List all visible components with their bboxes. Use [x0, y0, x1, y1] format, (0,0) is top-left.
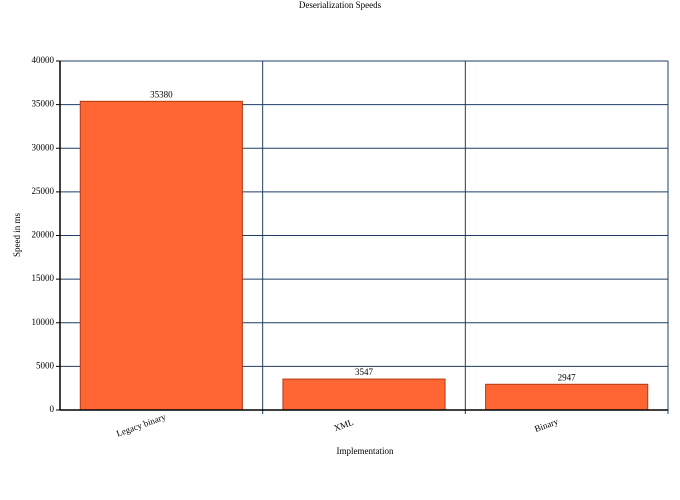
x-tick-label: XML [333, 417, 355, 433]
y-tick-label: 15000 [32, 273, 55, 283]
y-tick-label: 0 [50, 404, 55, 414]
y-tick-label: 10000 [32, 317, 55, 327]
value-label: 3547 [355, 367, 374, 377]
value-label: 2947 [558, 372, 577, 382]
y-tick-label: 30000 [32, 142, 55, 152]
x-tick-label: Binary [533, 416, 560, 434]
value-label: 35380 [150, 89, 173, 99]
y-tick-label: 40000 [32, 55, 55, 65]
y-tick-label: 25000 [32, 186, 55, 196]
bar [282, 378, 446, 411]
y-axis-label: Speed in ms [12, 213, 22, 257]
x-axis-label: Implementation [337, 446, 394, 456]
y-tick-label: 35000 [32, 99, 55, 109]
value-label-bg [349, 368, 379, 379]
y-tick-label: 20000 [32, 230, 55, 240]
value-label-bg [146, 90, 177, 101]
bar [485, 383, 649, 411]
value-label-bg [551, 373, 582, 384]
y-tick-label: 5000 [36, 360, 55, 370]
bar [79, 100, 243, 411]
chart-title: Deserialization Speeds [299, 0, 382, 10]
x-tick-label: Legacy binary [115, 411, 167, 438]
